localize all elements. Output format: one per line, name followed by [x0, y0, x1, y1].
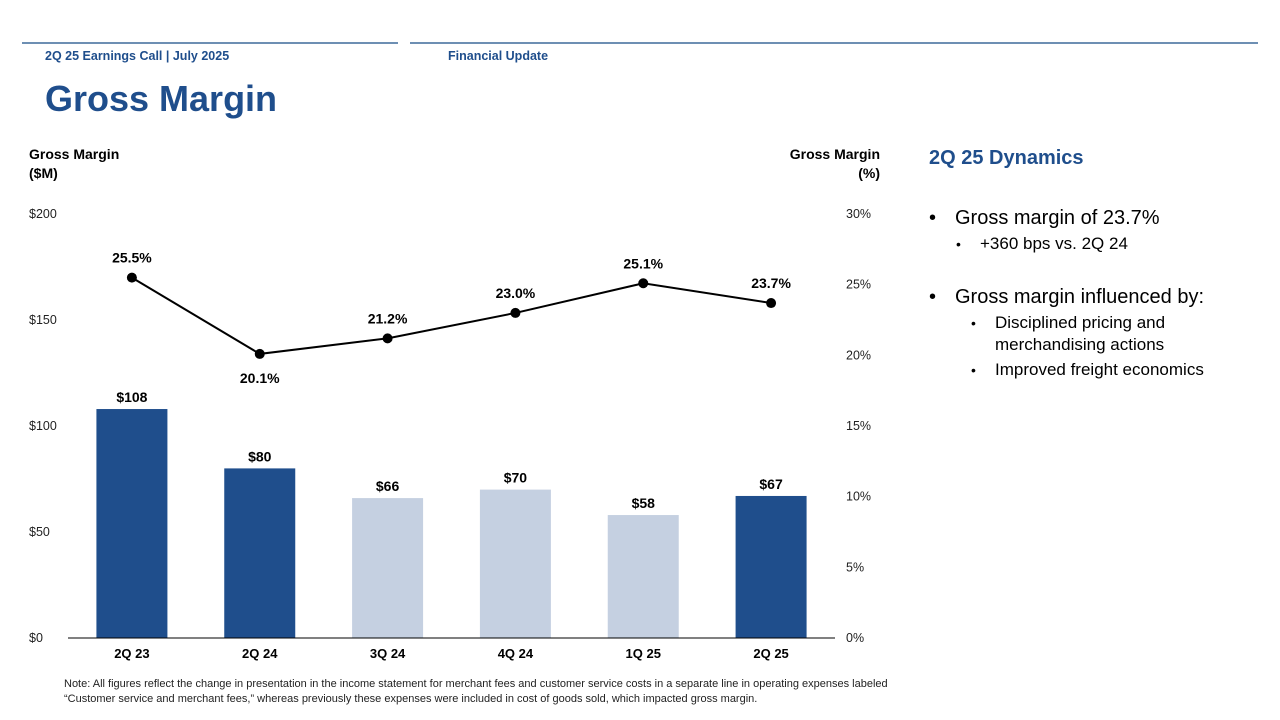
bar-4q-24	[479, 489, 551, 638]
header-event-label: 2Q 25 Earnings Call | July 2025	[45, 49, 230, 63]
category-label: 2Q 25	[753, 646, 788, 661]
bar-value-label: $58	[632, 495, 656, 511]
gross-margin-pct-point	[126, 272, 137, 283]
header-rule-left	[22, 42, 398, 44]
gross-margin-pct-point	[382, 333, 393, 344]
sub-bullet-pricing-line2: merchandising actions	[995, 335, 1165, 354]
left-axis-tick-label: $150	[29, 313, 57, 327]
gross-margin-chart: Gross Margin ($M) Gross Margin (%) $0 $50…	[29, 146, 880, 661]
line-value-label: 21.2%	[368, 310, 408, 326]
left-axis-tick-label: $200	[29, 207, 57, 221]
left-axis-title-line2: ($M)	[29, 165, 58, 181]
gross-margin-pct-point	[766, 298, 777, 309]
sub-bullet-bps: +360 bps vs. 2Q 24	[929, 233, 1259, 255]
bar-2q-25	[735, 495, 807, 638]
sub-bullet-pricing: Disciplined pricing and merchandising act…	[929, 312, 1259, 356]
left-axis-tick-label: $50	[29, 525, 50, 539]
sub-bullet-freight: Improved freight economics	[929, 359, 1259, 381]
line-value-label: 23.7%	[751, 275, 791, 291]
gross-margin-pct-point	[638, 278, 649, 289]
footnote: Note: All figures reflect the change in …	[64, 677, 984, 707]
line-value-label: 20.1%	[240, 370, 280, 386]
footnote-line2: “Customer service and merchant fees,” wh…	[64, 693, 758, 705]
left-axis-tick-label: $100	[29, 419, 57, 433]
right-axis-tick-label: 20%	[846, 348, 871, 362]
right-axis-title-line1: Gross Margin	[790, 146, 880, 162]
bar-value-label: $80	[248, 448, 272, 464]
gross-margin-pct-line	[131, 276, 772, 355]
right-axis-tick-label: 15%	[846, 419, 871, 433]
bar-1q-25	[607, 515, 679, 638]
bar-value-label: $108	[116, 389, 147, 405]
bar-2q-24	[224, 468, 296, 638]
category-label: 3Q 24	[370, 646, 406, 661]
category-label: 2Q 24	[242, 646, 278, 661]
right-axis-tick-label: 30%	[846, 207, 871, 221]
right-axis-tick-label: 0%	[846, 631, 864, 645]
bar-3q-24	[352, 498, 424, 638]
right-axis-tick-label: 10%	[846, 490, 871, 504]
category-label: 1Q 25	[626, 646, 661, 661]
bar-value-label: $70	[504, 470, 528, 486]
dynamics-panel: 2Q 25 Dynamics Gross margin of 23.7% +36…	[929, 147, 1259, 381]
gross-margin-pct-point	[510, 307, 521, 318]
category-label: 4Q 24	[498, 646, 534, 661]
right-axis-tick-label: 5%	[846, 560, 864, 574]
left-axis-tick-label: $0	[29, 631, 43, 645]
line-value-label: 25.5%	[112, 250, 152, 266]
line-value-label: 23.0%	[496, 285, 536, 301]
sub-bullet-pricing-line1: Disciplined pricing and	[995, 313, 1166, 332]
bar-2q-23	[96, 409, 168, 638]
dynamics-title: 2Q 25 Dynamics	[929, 147, 1084, 169]
bullet-gross-margin: Gross margin of 23.7%	[929, 206, 1259, 230]
footnote-line1: Note: All figures reflect the change in …	[64, 678, 888, 690]
right-axis-tick-label: 25%	[846, 278, 871, 292]
left-axis-title-line1: Gross Margin	[29, 146, 119, 162]
right-axis-title-line2: (%)	[858, 165, 880, 181]
header-rule-right	[410, 42, 1258, 44]
page-title: Gross Margin	[45, 78, 278, 119]
bar-value-label: $66	[376, 478, 400, 494]
category-label: 2Q 23	[114, 646, 149, 661]
line-value-label: 25.1%	[623, 255, 663, 271]
bullet-influenced-by: Gross margin influenced by:	[929, 285, 1259, 309]
bar-value-label: $67	[759, 476, 783, 492]
header-section-label: Financial Update	[448, 49, 549, 63]
gross-margin-pct-point	[254, 348, 265, 359]
